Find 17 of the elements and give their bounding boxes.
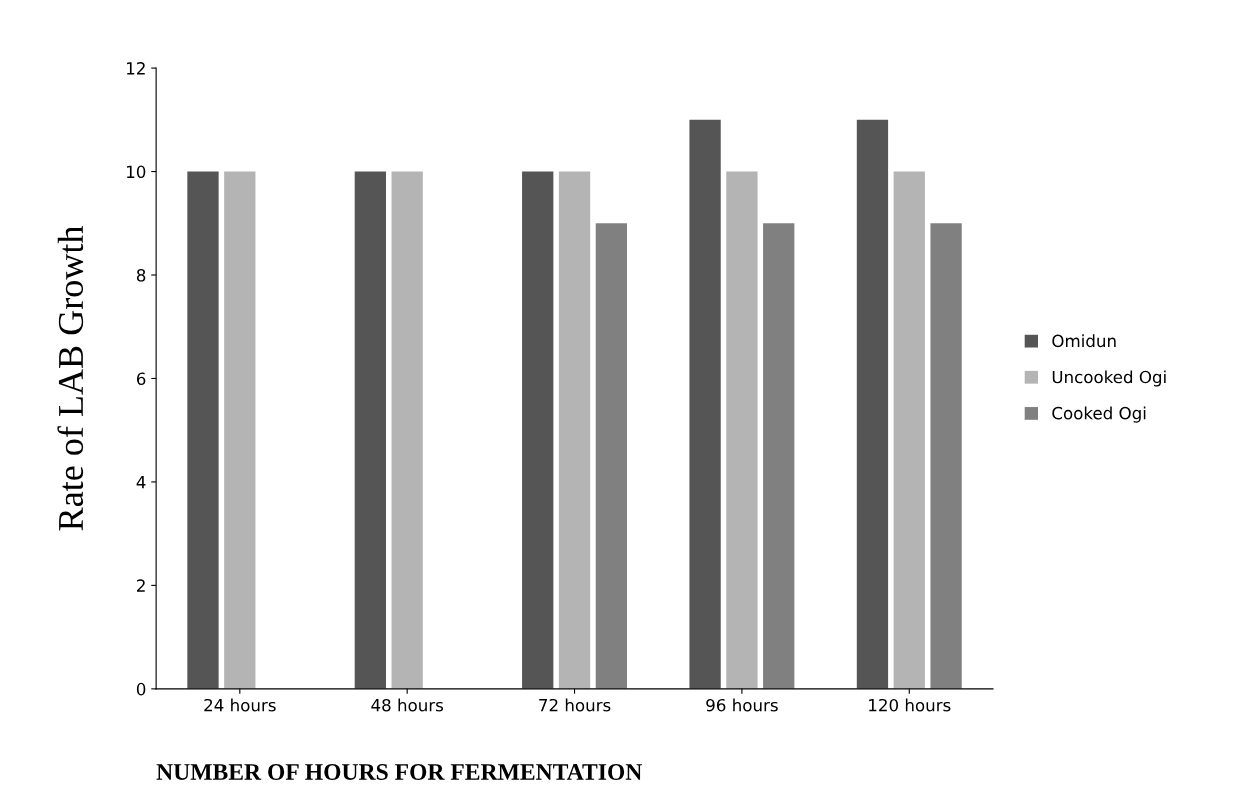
y-tick-label: 0 <box>136 682 146 696</box>
x-axis-title: NUMBER OF HOURS FOR FERMENTATION <box>156 764 643 780</box>
y-tick-label: 10 <box>127 165 146 179</box>
legend-label: Uncooked Ogi <box>1052 370 1166 387</box>
legend-label: Cooked Ogi <box>1052 406 1146 423</box>
x-tick-label: 120 hours <box>869 698 951 712</box>
y-tick-label: 2 <box>137 579 145 592</box>
y-tick-label: 12 <box>127 62 145 75</box>
x-tick-label: 72 hours <box>539 698 611 712</box>
x-tick-label: 96 hours <box>706 698 778 712</box>
x-tick-label: 48 hours <box>371 698 444 712</box>
y-tick-label: 6 <box>136 372 146 386</box>
y-axis-title: Rate of LAB Growth <box>57 226 84 531</box>
legend-label: Omidun <box>1052 334 1116 348</box>
y-tick-label: 8 <box>136 268 146 282</box>
y-tick-label: 4 <box>136 476 146 489</box>
x-tick-label: 24 hours <box>204 698 276 712</box>
